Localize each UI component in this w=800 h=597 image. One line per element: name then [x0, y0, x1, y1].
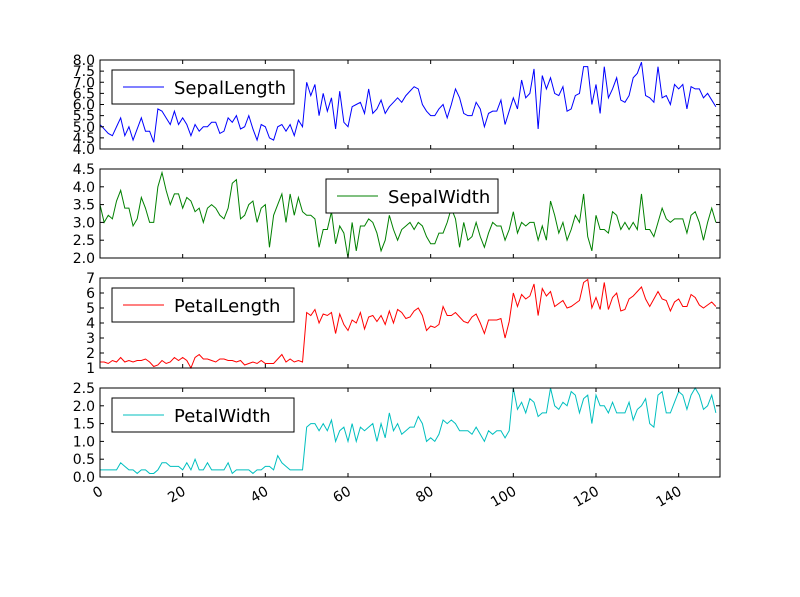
y-tick-label: 1.0: [73, 434, 95, 450]
y-tick-label: 5.5: [73, 109, 95, 125]
series-line-petallength: [100, 278, 717, 370]
x-tick-label: 100: [488, 484, 519, 511]
panel-petalwidth: 0.0 0.5 1.01.5 2.0 2.5 PetalWidth: [73, 381, 721, 486]
y-tick-label: 4.5: [73, 162, 95, 178]
plot-frame: [99, 168, 721, 259]
x-axis: 0 20 40 60 80 100 120 140: [90, 484, 684, 511]
y-tick-label: 4.0: [73, 180, 95, 196]
legend-sepallength: SepalLength: [111, 69, 295, 105]
y-tick-label: 3: [86, 331, 95, 347]
y-tick-label: 3.0: [73, 215, 95, 231]
y-tick-label: 0.0: [73, 470, 95, 486]
series-line-petalwidth: [100, 387, 717, 475]
y-tick-label: 2.5: [73, 381, 95, 397]
legend-label: SepalWidth: [388, 187, 490, 208]
x-tick-label: 140: [654, 484, 685, 511]
y-tick-label: 7: [86, 271, 95, 287]
y-tick-label: 4.0: [73, 142, 95, 158]
series-line-sepalwidth: [99, 170, 717, 259]
panel-sepalwidth: 2.0 2.5 3.03.5 4.0 4.5 SepalWidth: [73, 162, 721, 267]
legend-sepalwidth: SepalWidth: [325, 178, 499, 214]
y-tick-label: 7.0: [73, 75, 95, 91]
y-tick-label: 2.5: [73, 233, 95, 249]
y-tick-label: 3.5: [73, 198, 95, 214]
x-tick-label: 40: [248, 484, 271, 507]
y-tick-label: 2: [86, 346, 95, 362]
y-tick-label: 2.0: [73, 399, 95, 415]
series-line-sepallength: [99, 62, 717, 143]
y-tick-label: 6.5: [73, 86, 95, 102]
y-tick-label: 2.0: [73, 251, 95, 267]
x-tick-label: 20: [165, 484, 188, 507]
y-tick-label: 6.0: [73, 98, 95, 114]
plot-frame: [99, 387, 721, 478]
chart-panels: 4.04.55.05.56.06.57.07.58.0SepalLength2.…: [73, 53, 721, 486]
y-tick-label: 0.5: [73, 452, 95, 468]
y-tick-label: 5.0: [73, 120, 95, 136]
y-tick-label: 1: [86, 361, 95, 377]
legend-label: PetalWidth: [174, 406, 271, 427]
y-tick-label: 5: [86, 301, 95, 317]
y-tick-label: 4: [86, 316, 95, 332]
legend-petalwidth: PetalWidth: [111, 397, 295, 433]
legend-label: SepalLength: [174, 78, 286, 99]
x-tick-label: 120: [571, 484, 602, 511]
x-tick-label: 60: [331, 484, 354, 507]
legend-petallength: PetalLength: [111, 287, 295, 323]
y-tick-label: 8.0: [73, 53, 95, 69]
y-tick-label: 6: [86, 286, 95, 302]
x-tick-label: 0: [90, 484, 106, 502]
panel-sepallength: 4.04.55.05.56.06.57.07.58.0 SepalLength: [73, 53, 721, 158]
y-tick-label: 4.5: [73, 131, 95, 147]
y-tick-label: 1.5: [73, 417, 95, 433]
y-tick-label: 7.5: [73, 64, 95, 80]
x-tick-label: 80: [413, 484, 436, 507]
legend-label: PetalLength: [174, 296, 280, 317]
